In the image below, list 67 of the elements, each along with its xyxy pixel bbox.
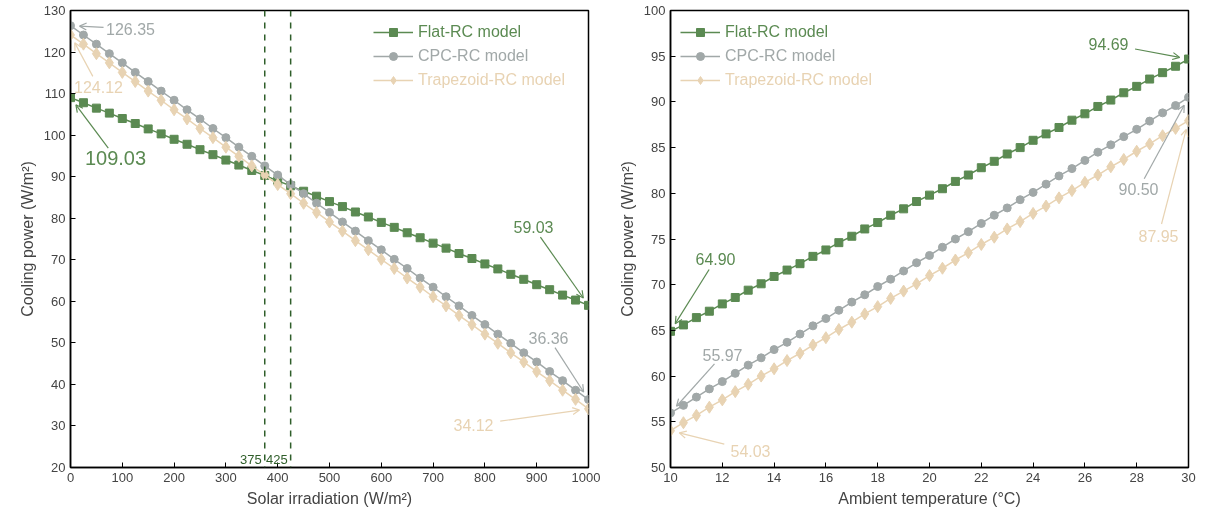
y-tick-label: 90 — [51, 169, 66, 185]
legend-label: CPC-RC model — [418, 46, 529, 66]
y-tick-label: 75 — [651, 231, 666, 247]
x-tick-label: 700 — [422, 469, 444, 485]
x-tick-label: 500 — [318, 469, 341, 485]
y-tick-label: 80 — [651, 185, 666, 201]
annotation: 36.36 — [528, 329, 569, 347]
annotation: 94.69 — [1088, 36, 1129, 54]
y-tick-label: 70 — [51, 252, 66, 268]
y-tick-label: 40 — [51, 376, 66, 392]
y-tick-label: 80 — [51, 210, 66, 226]
y-tick-label: 65 — [651, 322, 666, 338]
x-tick-label: 100 — [111, 469, 134, 485]
legend-label: Flat-RC model — [725, 22, 829, 42]
legend-label: Trapezoid-RC model — [725, 70, 873, 90]
x-axis-title: Ambient temperature (°C) — [838, 489, 1021, 507]
y-tick-label: 60 — [51, 293, 66, 309]
x-tick-label: 30 — [1181, 469, 1196, 485]
ref-line-label: 425 — [265, 451, 288, 467]
x-tick-label: 14 — [766, 469, 782, 485]
y-tick-label: 85 — [651, 140, 666, 156]
x-tick-label: 12 — [715, 469, 730, 485]
x-tick-label: 24 — [1025, 469, 1041, 485]
annotation: 109.03 — [84, 146, 147, 169]
y-tick-label: 60 — [651, 368, 666, 384]
y-axis-title: Cooling power (W/m²) — [618, 161, 636, 317]
x-tick-label: 26 — [1077, 469, 1093, 485]
annotation: 54.03 — [730, 442, 771, 460]
x-tick-label: 20 — [922, 469, 937, 485]
annotation: 126.35 — [106, 20, 156, 38]
y-tick-label: 95 — [651, 48, 666, 64]
y-tick-label: 110 — [44, 86, 66, 102]
y-axis-title: Cooling power (W/m²) — [18, 161, 36, 317]
x-tick-label: 200 — [163, 469, 185, 485]
y-tick-label: 70 — [651, 277, 666, 293]
y-tick-label: 100 — [643, 3, 666, 18]
y-tick-label: 55 — [651, 414, 666, 430]
y-tick-label: 50 — [651, 460, 666, 475]
annotation: 64.90 — [695, 251, 736, 269]
x-tick-label: 900 — [525, 469, 548, 485]
y-tick-label: 120 — [43, 44, 66, 60]
annotation: 90.50 — [1118, 181, 1159, 199]
annotation: 34.12 — [453, 416, 494, 434]
x-tick-label: 16 — [818, 469, 834, 485]
x-tick-label: 1000 — [571, 469, 601, 485]
annotation: 55.97 — [702, 346, 743, 364]
x-tick-label: 600 — [370, 469, 393, 485]
annotation: 124.12 — [74, 78, 124, 96]
y-tick-label: 50 — [51, 335, 66, 351]
y-tick-label: 130 — [43, 3, 66, 18]
annotation: 59.03 — [513, 219, 554, 237]
x-tick-label: 0 — [66, 469, 75, 485]
legend-label: CPC-RC model — [725, 46, 836, 66]
ref-line-label: 375 — [240, 451, 262, 467]
x-tick-label: 800 — [474, 469, 496, 485]
x-tick-label: 18 — [870, 469, 885, 485]
x-tick-label: 400 — [266, 469, 289, 485]
x-tick-label: 300 — [215, 469, 237, 485]
y-tick-label: 100 — [43, 127, 66, 143]
y-tick-label: 30 — [51, 418, 66, 434]
x-tick-label: 28 — [1129, 469, 1144, 485]
legend-label: Flat-RC model — [418, 22, 522, 42]
legend-label: Trapezoid-RC model — [418, 70, 566, 90]
x-axis-title: Solar irradiation (W/m²) — [246, 489, 413, 507]
x-tick-label: 22 — [974, 469, 989, 485]
y-tick-label: 90 — [651, 94, 666, 110]
annotation: 87.95 — [1138, 227, 1179, 245]
